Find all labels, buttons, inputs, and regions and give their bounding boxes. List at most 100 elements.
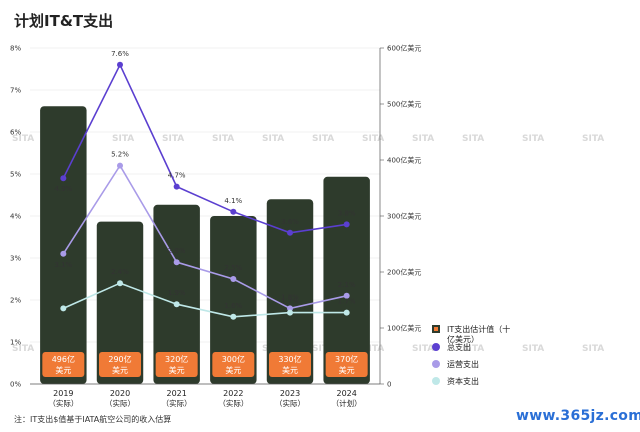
series-point bbox=[173, 259, 180, 266]
series-line-0 bbox=[62, 62, 347, 234]
series-data-label: 1.9% bbox=[168, 289, 186, 297]
x-tick-label: 2024 bbox=[336, 389, 356, 398]
x-tick-sublabel: （计划） bbox=[332, 398, 362, 408]
left-tick-label: 3% bbox=[10, 255, 21, 263]
bar-2021 bbox=[153, 204, 200, 384]
right-tick-label: 600亿美元 bbox=[387, 44, 421, 53]
chart-title: 计划IT&T支出 bbox=[14, 12, 114, 30]
right-tick-label: 300亿美元 bbox=[387, 212, 421, 221]
sita-mark: SITA bbox=[312, 134, 334, 144]
series-point bbox=[173, 183, 180, 190]
x-tick-label: 2023 bbox=[280, 389, 300, 398]
bar-value-unit: 美元 bbox=[339, 365, 355, 375]
series-line-2 bbox=[63, 282, 347, 318]
sita-mark: SITA bbox=[522, 344, 544, 354]
sita-mark: SITA bbox=[12, 344, 34, 354]
sita-mark: SITA bbox=[162, 134, 184, 144]
bar-2022 bbox=[210, 216, 257, 384]
bar-2023 bbox=[266, 199, 314, 384]
left-tick-label: 5% bbox=[10, 171, 21, 179]
left-tick-label: 6% bbox=[10, 129, 21, 137]
legend-label: 总支出 bbox=[447, 342, 471, 352]
sita-mark: SITA bbox=[212, 134, 234, 144]
x-tick-sublabel: （实际） bbox=[275, 398, 305, 408]
left-tick-label: 8% bbox=[10, 45, 21, 53]
series-lines: 4.9% 7.6% 4.7% 4.1% 3.6% 3.8% 3.1% 5.2% 2.9% 2.5%… bbox=[54, 50, 356, 320]
axes: 0% 1% 2% 3% 4% 5% 6% 7% 8% 0 100亿美元 200亿美元 300亿美元 400… bbox=[10, 44, 421, 409]
series-point bbox=[287, 309, 293, 316]
left-tick-label: 4% bbox=[10, 213, 21, 221]
right-tick-label: 400亿美元 bbox=[387, 156, 421, 165]
bar-2019 bbox=[40, 106, 87, 385]
series-point bbox=[230, 276, 237, 282]
left-tick-label: 1% bbox=[10, 339, 21, 347]
series-data-label: 1.6% bbox=[224, 302, 242, 310]
right-tick-label: 100亿美元 bbox=[387, 324, 421, 333]
series-data-label: 3.8% bbox=[338, 209, 356, 217]
bar-2024 bbox=[323, 176, 370, 384]
bar-value-unit: 美元 bbox=[282, 365, 298, 375]
x-tick-label: 2020 bbox=[110, 389, 130, 398]
series-data-label: 4.9% bbox=[54, 185, 72, 193]
bar-value-unit: 美元 bbox=[169, 365, 185, 375]
bar-value-label: 496亿 bbox=[52, 354, 75, 364]
series-point bbox=[117, 162, 123, 169]
series-data-label: 3.1% bbox=[54, 261, 72, 269]
right-tick-label: 200亿美元 bbox=[387, 268, 421, 277]
site-watermark: www.365jz.com bbox=[516, 408, 640, 424]
series-data-label: 4.7% bbox=[168, 172, 186, 180]
x-tick-label: 2019 bbox=[53, 389, 73, 398]
series-data-label: 2.4% bbox=[111, 268, 129, 276]
legend-swatch bbox=[432, 343, 440, 351]
bar-2020 bbox=[96, 221, 144, 384]
series-line-1 bbox=[62, 164, 347, 310]
bar-value-unit: 美元 bbox=[225, 365, 241, 375]
series-point bbox=[287, 229, 293, 236]
bar-label-bg bbox=[155, 352, 198, 377]
series-point bbox=[287, 305, 293, 312]
bar-label-bg bbox=[42, 352, 85, 377]
series-data-label: 2.5% bbox=[224, 264, 242, 272]
legend-swatch bbox=[432, 377, 440, 385]
right-tick-label: 0 bbox=[387, 381, 391, 389]
legend-label: 资本支出 bbox=[447, 376, 479, 386]
series-point bbox=[60, 175, 67, 182]
series-data-label: 5.2% bbox=[111, 151, 129, 159]
sita-mark: SITA bbox=[262, 134, 284, 144]
series-point bbox=[173, 301, 180, 308]
series-point bbox=[343, 292, 350, 299]
series-data-label: 2.9% bbox=[168, 247, 186, 255]
sita-mark: SITA bbox=[362, 344, 384, 354]
series-data-label: 1.7% bbox=[338, 298, 356, 306]
legend-label: IT支出估计值（十 bbox=[447, 324, 510, 334]
bar-label-bg bbox=[99, 352, 141, 377]
sita-mark: SITA bbox=[582, 134, 604, 144]
series-data-label: 7.6% bbox=[111, 50, 129, 58]
bar-value-unit: 美元 bbox=[55, 365, 71, 375]
left-tick-label: 0% bbox=[10, 381, 21, 389]
sita-mark: SITA bbox=[12, 134, 34, 144]
bar-label-bg bbox=[269, 352, 311, 377]
x-tick-label: 2022 bbox=[223, 389, 243, 398]
x-tick-sublabel: （实际） bbox=[48, 398, 78, 408]
x-tick-sublabel: （实际） bbox=[105, 398, 135, 408]
series-data-label: 1.7% bbox=[281, 298, 299, 306]
x-tick-sublabel: （实际） bbox=[218, 398, 248, 408]
x-tick-label: 2021 bbox=[166, 389, 186, 398]
sita-mark: SITA bbox=[582, 344, 604, 354]
series-point bbox=[60, 250, 67, 257]
series-point bbox=[117, 280, 123, 287]
series-point bbox=[117, 61, 123, 68]
sita-mark: SITA bbox=[412, 134, 434, 144]
series-data-label: 4.1% bbox=[224, 197, 242, 205]
series-point bbox=[230, 208, 237, 215]
sita-mark: SITA bbox=[412, 344, 434, 354]
sita-mark: SITA bbox=[362, 134, 384, 144]
bar-label-bg bbox=[325, 352, 368, 377]
sita-mark: SITA bbox=[112, 134, 134, 144]
left-tick-label: 7% bbox=[10, 87, 21, 95]
legend-label: 运营支出 bbox=[447, 359, 479, 369]
series-point bbox=[60, 305, 67, 312]
